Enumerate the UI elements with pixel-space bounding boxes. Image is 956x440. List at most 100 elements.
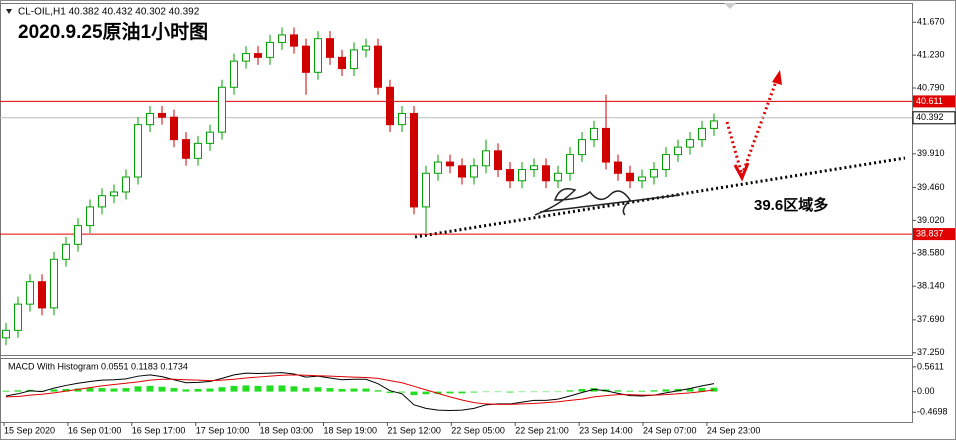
macd-y-tick-label: 0.5611 — [917, 361, 944, 371]
candle-body — [290, 34, 298, 47]
macd-bar — [74, 388, 82, 392]
candle-body — [194, 142, 202, 159]
macd-bar — [386, 391, 394, 393]
candle-body — [470, 165, 478, 178]
y-tick-label: 41.670 — [917, 17, 945, 27]
y-tick-label: 38.140 — [917, 281, 945, 291]
candle-body — [266, 41, 274, 58]
y-tick-label: 40.790 — [917, 82, 945, 92]
macd-bar — [182, 389, 190, 392]
macd-bar — [518, 391, 526, 393]
candle-body — [482, 150, 490, 167]
candle-body — [254, 53, 262, 58]
candle-body — [686, 139, 694, 148]
candle-body — [14, 303, 22, 331]
candle-body — [530, 165, 538, 171]
arrow-turn — [733, 162, 750, 182]
macd-bar — [506, 391, 514, 393]
y-tick-label: 37.250 — [917, 347, 945, 357]
macd-bar — [158, 386, 166, 392]
macd-bar — [650, 390, 658, 392]
macd-bar — [110, 388, 118, 392]
macd-bar — [206, 388, 214, 392]
macd-bar — [410, 391, 418, 396]
candle-body — [2, 329, 10, 339]
macd-bar — [86, 388, 94, 392]
macd-line — [5, 374, 715, 405]
macd-bar — [530, 391, 538, 393]
candle-body — [182, 139, 190, 159]
signature — [534, 188, 681, 216]
y-tick-label: 39.910 — [917, 148, 945, 158]
macd-bar — [266, 385, 274, 392]
candle-body — [590, 127, 598, 141]
candle-body — [98, 195, 106, 208]
candle-body — [422, 172, 430, 208]
x-tick-label: 18 Sep 03:00 — [260, 425, 314, 435]
candle-body — [158, 112, 166, 118]
macd-bar — [374, 390, 382, 392]
candle-body — [506, 169, 514, 182]
candle-body — [458, 165, 466, 178]
scroll-marker — [724, 3, 736, 9]
candle-body — [614, 161, 622, 174]
candle-body — [662, 154, 670, 171]
macd-bar — [458, 391, 466, 394]
macd-bar — [50, 389, 58, 392]
macd-bar — [554, 391, 562, 393]
macd-bar — [686, 388, 694, 392]
candle-body — [626, 172, 634, 182]
candle-body — [674, 146, 682, 156]
arrow-head — [772, 70, 782, 85]
macd-bar — [398, 391, 406, 393]
current-price-label: 40.392 — [916, 112, 944, 122]
candle-body — [38, 281, 46, 309]
candle-body — [242, 53, 250, 62]
candle-body — [302, 45, 310, 73]
macd-bar — [326, 388, 334, 392]
candle-body — [146, 112, 154, 126]
macd-bar — [434, 391, 442, 394]
candle-body — [362, 45, 370, 51]
macd-bar — [218, 387, 226, 392]
candle-body — [86, 206, 94, 227]
current-price-tag — [912, 111, 956, 125]
chart-title: 2020.9.25原油1小时图 — [18, 21, 208, 43]
candle-body — [566, 154, 574, 174]
macd-bar — [614, 390, 622, 392]
candle-body — [74, 225, 82, 245]
macd-bar — [254, 385, 262, 392]
macd-bar — [362, 388, 370, 392]
macd-title: MACD With Histogram 0.0551 0.1183 0.1734 — [8, 361, 188, 371]
macd-bar — [230, 385, 238, 392]
macd-bar — [290, 386, 298, 392]
y-tick-label: 41.230 — [917, 49, 945, 59]
candle-body — [338, 56, 346, 70]
candle-body — [350, 49, 358, 70]
candle-body — [494, 150, 502, 171]
candle-body — [638, 176, 646, 182]
macd-bar — [146, 385, 154, 392]
macd-bar — [566, 390, 574, 392]
macd-bar — [2, 390, 10, 392]
y-tick-label: 39.460 — [917, 182, 945, 192]
candle-body — [710, 120, 718, 129]
macd-bar — [422, 391, 430, 395]
macd-bar — [338, 388, 346, 392]
level-label: 40.611 — [916, 96, 943, 106]
x-tick-label: 15 Sep 2020 — [4, 425, 55, 435]
candle-body — [578, 139, 586, 156]
y-tick-label: 39.020 — [917, 215, 945, 225]
x-tick-label: 24 Sep 23:00 — [707, 425, 761, 435]
candle-body — [314, 38, 322, 73]
macd-bar — [14, 390, 22, 392]
macd-bar — [170, 388, 178, 392]
macd-bar — [122, 388, 130, 392]
y-tick-label: 37.690 — [917, 314, 945, 324]
symbol-header: CL-OIL,H1 40.382 40.432 40.302 40.392 — [18, 7, 200, 18]
macd-bar — [494, 391, 502, 393]
candle-body — [518, 169, 526, 182]
candle-body — [26, 281, 34, 305]
x-tick-label: 22 Sep 21:00 — [515, 425, 569, 435]
